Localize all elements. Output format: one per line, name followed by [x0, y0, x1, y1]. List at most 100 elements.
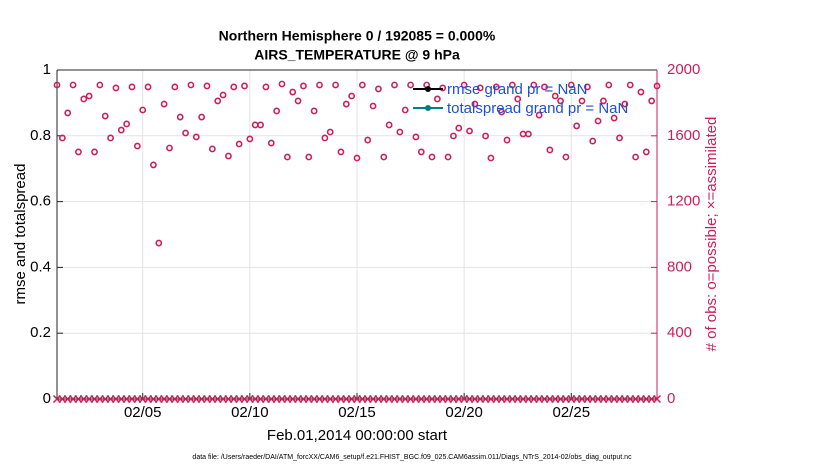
- possible-obs-marker: [621, 100, 629, 108]
- possible-obs-marker: [85, 92, 93, 100]
- possible-obs-marker: [487, 154, 495, 162]
- possible-obs-marker: [75, 148, 82, 156]
- possible-obs-marker: [262, 83, 270, 91]
- possible-obs-marker: [546, 146, 554, 154]
- possible-obs-marker: [342, 100, 350, 108]
- possible-obs-marker: [182, 129, 189, 137]
- y-tick-label: 1: [43, 61, 51, 78]
- possible-obs-marker: [589, 137, 597, 145]
- possible-obs-marker: [407, 81, 414, 89]
- possible-obs-marker: [364, 136, 372, 144]
- possible-obs-marker: [107, 134, 114, 142]
- possible-obs-marker: [133, 142, 141, 150]
- possible-obs-marker: [508, 81, 516, 89]
- possible-obs-marker: [123, 120, 131, 128]
- possible-obs-marker: [391, 81, 398, 89]
- possible-obs-marker: [471, 100, 479, 108]
- possible-obs-marker: [541, 83, 548, 91]
- possible-obs-marker: [192, 133, 200, 141]
- assimilated-obs-marker: [652, 394, 662, 404]
- possible-obs-marker: [305, 153, 313, 161]
- x-tick-label: 02/10: [231, 404, 269, 421]
- possible-obs-marker: [482, 132, 489, 140]
- possible-obs-marker: [358, 81, 366, 89]
- possible-obs-marker: [139, 106, 147, 114]
- x-tick-label: 02/20: [445, 404, 483, 421]
- possible-obs-marker: [117, 126, 125, 134]
- y2-tick-label: 2000: [667, 61, 700, 78]
- possible-obs-marker: [616, 134, 623, 142]
- possible-obs-marker: [498, 108, 506, 116]
- possible-obs-marker: [332, 81, 339, 89]
- possible-obs-marker: [455, 124, 463, 132]
- possible-obs-marker: [530, 81, 538, 89]
- y2-tick-label: 1200: [667, 193, 700, 210]
- possible-obs-marker: [610, 114, 618, 122]
- possible-obs-marker: [466, 127, 473, 135]
- y-tick-label: 0: [43, 390, 51, 407]
- possible-obs-marker: [225, 152, 232, 160]
- y-axis-label: rmse and totalspread: [12, 164, 29, 305]
- possible-obs-marker: [230, 83, 238, 91]
- possible-obs-marker: [316, 81, 323, 89]
- possible-obs-marker: [353, 154, 361, 162]
- possible-obs-marker: [128, 83, 136, 91]
- possible-obs-marker: [626, 81, 634, 89]
- possible-obs-marker: [642, 148, 650, 156]
- possible-obs-marker: [203, 82, 211, 90]
- possible-obs-marker: [155, 239, 163, 247]
- possible-obs-marker: [64, 109, 72, 117]
- possible-obs-marker: [578, 97, 586, 105]
- possible-obs-marker: [385, 121, 393, 129]
- possible-obs-marker: [551, 92, 559, 100]
- possible-obs-marker: [257, 121, 264, 129]
- possible-obs-marker: [557, 97, 564, 105]
- possible-obs-marker: [348, 92, 356, 100]
- possible-obs-marker: [396, 128, 404, 136]
- y2-axis-label: # of obs: o=possible; ×=assimilated: [703, 117, 720, 352]
- possible-obs-marker: [600, 97, 607, 105]
- possible-obs-marker: [267, 139, 275, 147]
- possible-obs-marker: [514, 95, 522, 103]
- possible-obs-marker: [637, 88, 645, 96]
- x-axis-label: Feb.01,2014 00:00:00 start: [267, 427, 448, 444]
- possible-obs-marker: [176, 113, 184, 121]
- y2-tick-label: 800: [667, 258, 692, 275]
- x-tick-label: 02/25: [553, 404, 591, 421]
- possible-obs-marker: [278, 80, 286, 88]
- possible-obs-marker: [101, 112, 109, 120]
- possible-obs-marker: [208, 145, 216, 153]
- y2-tick-label: 1600: [667, 127, 700, 144]
- chart-title: Northern Hemisphere 0 / 192085 = 0.000%: [219, 28, 496, 44]
- possible-obs-marker: [96, 81, 104, 89]
- possible-obs-marker: [460, 81, 468, 89]
- possible-obs-marker: [444, 153, 452, 161]
- possible-obs-marker: [492, 83, 500, 91]
- possible-obs-marker: [283, 153, 291, 161]
- possible-obs-marker: [273, 107, 281, 115]
- y2-tick-label: 0: [667, 390, 675, 407]
- chart-subtitle: AIRS_TEMPERATURE @ 9 hPa: [254, 47, 460, 63]
- possible-obs-marker: [369, 102, 377, 110]
- possible-obs-marker: [648, 97, 656, 105]
- possible-obs-marker: [171, 83, 179, 91]
- possible-obs-marker: [160, 100, 168, 108]
- possible-obs-marker: [289, 88, 297, 96]
- x-tick-label: 02/05: [124, 404, 162, 421]
- possible-obs-marker: [337, 148, 345, 156]
- possible-obs-marker: [214, 97, 222, 105]
- possible-obs-marker: [80, 95, 88, 103]
- possible-obs-marker: [653, 82, 661, 90]
- possible-obs-marker: [412, 133, 420, 141]
- possible-obs-marker: [503, 136, 511, 144]
- possible-obs-marker: [187, 81, 195, 89]
- legend-marker: [425, 86, 431, 92]
- possible-obs-marker: [562, 153, 570, 161]
- possible-obs-marker: [144, 83, 152, 91]
- possible-obs-marker: [321, 134, 329, 142]
- possible-obs-marker: [198, 113, 206, 121]
- footnote: data file: /Users/raeder/DAI/ATM_forcXX/…: [192, 454, 632, 461]
- y-tick-label: 0.6: [30, 193, 51, 210]
